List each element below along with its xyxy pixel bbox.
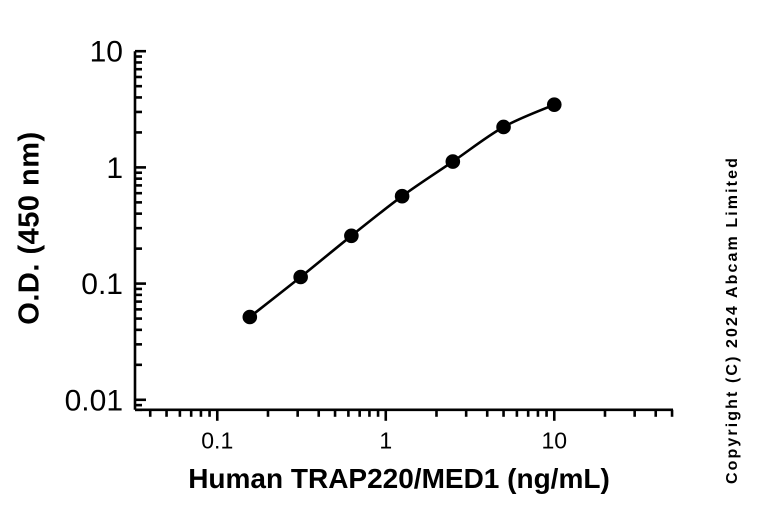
svg-text:10: 10: [90, 36, 123, 69]
svg-text:0.1: 0.1: [201, 427, 233, 453]
svg-text:1: 1: [106, 152, 123, 185]
svg-text:0.1: 0.1: [81, 268, 123, 301]
svg-text:0.01: 0.01: [65, 384, 123, 417]
svg-text:10: 10: [541, 427, 567, 453]
svg-text:1: 1: [379, 427, 392, 453]
